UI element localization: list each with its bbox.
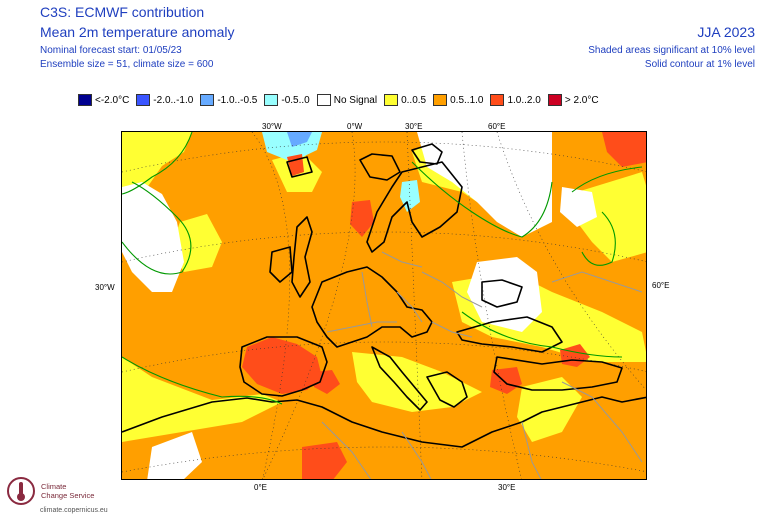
legend-swatch xyxy=(547,94,562,106)
significance-contour-note: Solid contour at 1% level xyxy=(644,59,755,70)
no-signal-region xyxy=(417,132,552,237)
legend-swatch xyxy=(490,94,505,106)
climate-change-service-icon xyxy=(7,477,35,505)
no-signal-region xyxy=(467,257,542,332)
legend-item: 0.5..1.0 xyxy=(433,94,483,106)
lon-label-top: 30°W xyxy=(262,122,282,131)
anomaly-region-strong-warm xyxy=(314,370,340,394)
lon-label-top: 30°E xyxy=(405,122,423,131)
legend-label: 0.5..1.0 xyxy=(450,94,484,106)
legend-label: -2.0..-1.0 xyxy=(153,94,194,106)
lon-label-left: 30°W xyxy=(95,283,115,292)
legend-swatch xyxy=(136,94,151,106)
lon-label-bottom: 0°E xyxy=(254,483,267,492)
legend-label: 0..0.5 xyxy=(401,94,427,106)
season-label: JJA 2023 xyxy=(697,24,755,40)
ensemble-size-text: Ensemble size = 51, climate size = 600 xyxy=(40,59,214,70)
legend-item: -2.0..-1.0 xyxy=(136,94,193,106)
lon-label-top: 0°W xyxy=(347,122,363,131)
legend-item: <-2.0°C xyxy=(78,94,129,106)
anomaly-region-weak-warm xyxy=(352,352,482,412)
legend-item: No Signal xyxy=(316,94,378,106)
no-signal-region xyxy=(147,432,202,479)
legend-label: <-2.0°C xyxy=(95,94,130,106)
anomaly-region-weak-warm xyxy=(122,132,192,242)
legend-swatch xyxy=(384,94,399,106)
color-legend: <-2.0°C -2.0..-1.0 -1.0..-0.5 -0.5..0 No… xyxy=(78,94,606,106)
legend-label: > 2.0°C xyxy=(564,94,599,106)
logo-url: climate.copernicus.eu xyxy=(40,507,108,514)
logo-text: Climate Change Service xyxy=(41,482,94,500)
legend-item: -1.0..-0.5 xyxy=(200,94,257,106)
map-subtitle: Mean 2m temperature anomaly xyxy=(40,24,235,40)
legend-swatch xyxy=(316,94,331,106)
anomaly-region-strong-warm xyxy=(602,132,646,167)
legend-swatch xyxy=(433,94,448,106)
map-panel xyxy=(121,131,647,480)
legend-swatch xyxy=(200,94,215,106)
coastlines xyxy=(122,143,646,448)
graticule xyxy=(122,132,646,479)
anomaly-region-strong-warm xyxy=(350,200,374,237)
legend-swatch xyxy=(264,94,279,106)
anomaly-region-weak-warm xyxy=(122,357,282,442)
legend-item: > 2.0°C xyxy=(547,94,599,106)
anomaly-region-weak-warm xyxy=(577,172,646,262)
anomaly-region-strong-warm xyxy=(302,442,347,479)
forecast-start-text: Nominal forecast start: 01/05/23 xyxy=(40,45,182,56)
legend-label: -1.0..-0.5 xyxy=(217,94,258,106)
no-signal-region xyxy=(560,187,597,227)
legend-item: -0.5..0 xyxy=(264,94,310,106)
map-title: C3S: ECMWF contribution xyxy=(40,4,205,20)
legend-label: No Signal xyxy=(333,94,378,106)
anomaly-map xyxy=(122,132,646,479)
anomaly-region-strong-warm xyxy=(242,337,322,394)
legend-label: -0.5..0 xyxy=(281,94,310,106)
significance-contours xyxy=(122,132,643,405)
anomaly-region-cool xyxy=(287,132,312,147)
lon-label-bottom: 30°E xyxy=(498,483,516,492)
legend-swatch xyxy=(78,94,92,106)
anomaly-region-strong-warm xyxy=(490,367,522,394)
legend-label: 1.0..2.0 xyxy=(507,94,541,106)
logo-line-2: Change Service xyxy=(41,491,95,500)
significance-shaded-note: Shaded areas significant at 10% level xyxy=(588,45,755,56)
lon-label-right: 60°E xyxy=(652,281,670,290)
lon-label-top: 60°E xyxy=(488,122,506,131)
logo-line-1: Climate xyxy=(41,482,67,491)
copernicus-logo: Climate Change Service xyxy=(4,474,94,508)
country-borders xyxy=(321,251,643,479)
legend-item: 1.0..2.0 xyxy=(490,94,541,106)
legend-item: 0..0.5 xyxy=(384,94,426,106)
